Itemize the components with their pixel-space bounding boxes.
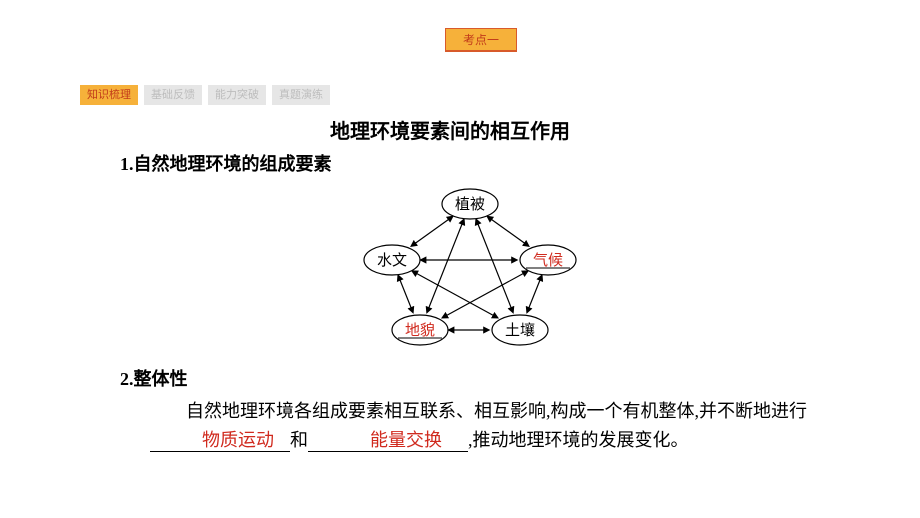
section2-heading: 2.整体性 <box>120 365 850 391</box>
diagram: 植被水文 气候地貌 土壤 <box>90 182 850 357</box>
top-tab[interactable]: 考点一 <box>445 28 517 52</box>
svg-text:水文: 水文 <box>377 252 407 269</box>
sub-tab[interactable]: 知识梳理 <box>80 85 138 105</box>
text-mid: 和 <box>290 430 308 450</box>
page-title: 地理环境要素间的相互作用 <box>90 115 850 144</box>
sub-tab[interactable]: 能力突破 <box>208 85 266 105</box>
pentagram-diagram: 植被水文 气候地貌 土壤 <box>340 182 600 352</box>
section1-heading: 1.自然地理环境的组成要素 <box>120 150 850 176</box>
section2-body: 自然地理环境各组成要素相互联系、相互影响,构成一个有机整体,并不断地进行物质运动… <box>120 397 850 455</box>
svg-text:地貌: 地貌 <box>405 322 435 339</box>
content: 地理环境要素间的相互作用 1.自然地理环境的组成要素 植被水文 气候地貌 土壤 2.… <box>90 115 850 455</box>
sub-tab[interactable]: 基础反馈 <box>144 85 202 105</box>
svg-text:土壤: 土壤 <box>505 321 535 339</box>
text-before: 自然地理环境各组成要素相互联系、相互影响,构成一个有机整体,并不断地进行 <box>186 401 807 421</box>
svg-text:气候: 气候 <box>533 252 563 269</box>
blank-2: 能量交换 <box>308 430 468 453</box>
sub-tab[interactable]: 真题演练 <box>272 85 330 105</box>
svg-text:植被: 植被 <box>455 196 485 213</box>
sub-tabs: 知识梳理基础反馈能力突破真题演练 <box>80 85 330 105</box>
text-after: ,推动地理环境的发展变化。 <box>468 430 689 450</box>
top-tab-label: 考点一 <box>463 33 499 47</box>
blank-1: 物质运动 <box>150 430 290 453</box>
